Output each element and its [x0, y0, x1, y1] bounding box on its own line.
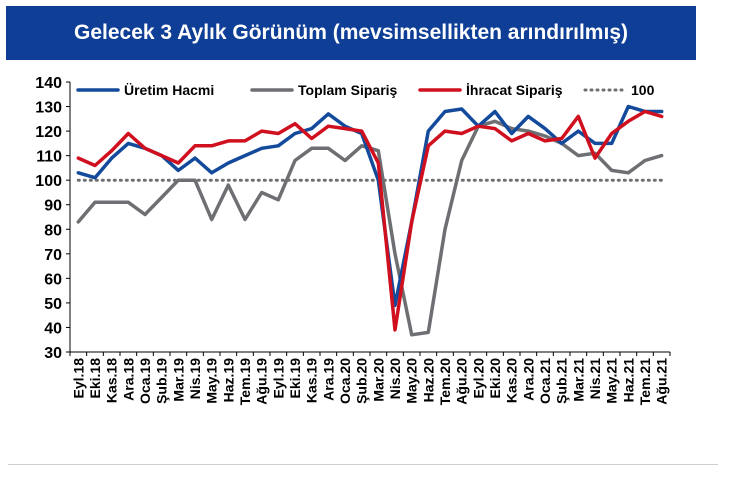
title-banner: Gelecek 3 Aylık Görünüm (mevsimsellikten…: [6, 6, 696, 60]
x-tick-label: Kas.19: [304, 358, 320, 403]
y-tick-label: 50: [44, 296, 62, 313]
legend-label-0: Üretim Hacmi: [124, 82, 214, 98]
y-tick-label: 90: [44, 198, 62, 215]
y-tick-label: 130: [35, 100, 62, 117]
x-tick-label: Oca.19: [137, 358, 153, 404]
y-tick-label: 40: [44, 320, 62, 337]
y-tick-label: 100: [35, 173, 62, 190]
x-tick-label: Ara.19: [320, 358, 336, 401]
legend-label-3: 100: [631, 82, 655, 98]
y-tick-label: 140: [35, 75, 62, 92]
y-tick-label: 80: [44, 222, 62, 239]
x-tick-label: Eki.20: [487, 358, 503, 399]
x-tick-label: Ağu.21: [654, 358, 670, 405]
x-tick-label: Ağu.20: [454, 358, 470, 405]
x-tick-label: Nis.20: [387, 358, 403, 399]
x-tick-label: Haz.20: [420, 358, 436, 403]
bottom-divider: [8, 464, 718, 465]
x-tick-label: Mar.19: [170, 358, 186, 402]
x-tick-label: Oca.21: [537, 358, 553, 404]
legend-label-2: İhracat Sipariş: [466, 82, 563, 98]
series-line-0: [76, 104, 664, 308]
x-tick-label: May.21: [604, 358, 620, 404]
series-line-2: [76, 109, 664, 332]
x-tick-label: May.19: [204, 358, 220, 404]
x-tick-label: May.20: [404, 358, 420, 404]
x-tick-label: Haz.21: [620, 358, 636, 403]
x-tick-label: Oca.20: [337, 358, 353, 404]
x-tick-label: Ara.20: [520, 358, 536, 401]
legend-label-1: Toplam Sipariş: [298, 82, 398, 98]
x-tick-label: Haz.19: [220, 358, 236, 403]
x-tick-label: Mar.20: [370, 358, 386, 402]
y-tick-label: 60: [44, 271, 62, 288]
x-tick-label: Kas.18: [104, 358, 120, 403]
y-tick-label: 70: [44, 247, 62, 264]
x-tick-label: Şub.21: [554, 358, 570, 404]
y-tick-label: 30: [44, 345, 62, 362]
y-tick-label: 110: [36, 149, 62, 166]
x-tick-label: Şub.20: [354, 358, 370, 404]
x-tick-label: Eyl.20: [470, 358, 486, 399]
x-tick-label: Tem.21: [637, 358, 653, 405]
x-tick-label: Mar.21: [570, 358, 586, 402]
x-tick-label: Eyl.18: [70, 358, 86, 399]
x-tick-label: Ağu.19: [254, 358, 270, 405]
x-tick-label: Eki.19: [287, 358, 303, 399]
x-tick-label: Şub.19: [154, 358, 170, 404]
x-tick-label: Eki.18: [87, 358, 103, 399]
x-tick-label: Kas.20: [504, 358, 520, 403]
x-tick-label: Nis.21: [587, 358, 603, 399]
x-tick-label: Nis.19: [187, 358, 203, 399]
y-tick-label: 120: [35, 124, 62, 141]
chart-title: Gelecek 3 Aylık Görünüm (mevsimsellikten…: [74, 21, 628, 44]
x-tick-label: Tem.19: [237, 358, 253, 405]
x-tick-label: Ara.18: [120, 358, 136, 401]
x-tick-label: Eyl.19: [270, 358, 286, 399]
x-tick-label: Tem.20: [437, 358, 453, 405]
